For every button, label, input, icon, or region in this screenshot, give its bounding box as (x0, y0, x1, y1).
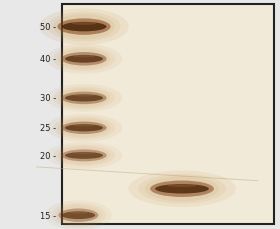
Ellipse shape (55, 205, 101, 226)
Ellipse shape (46, 114, 122, 142)
Ellipse shape (155, 184, 209, 194)
Ellipse shape (53, 15, 115, 40)
Ellipse shape (61, 122, 107, 134)
Ellipse shape (53, 145, 115, 166)
Ellipse shape (73, 153, 95, 154)
Ellipse shape (48, 13, 120, 42)
Ellipse shape (57, 19, 111, 36)
Ellipse shape (61, 92, 107, 105)
Ellipse shape (128, 171, 236, 207)
Ellipse shape (58, 119, 110, 138)
Ellipse shape (58, 89, 110, 108)
Ellipse shape (65, 152, 103, 159)
Ellipse shape (73, 95, 95, 97)
Ellipse shape (53, 117, 115, 139)
Ellipse shape (61, 53, 107, 66)
Ellipse shape (53, 87, 115, 110)
Text: 50 -: 50 - (40, 23, 56, 32)
Ellipse shape (39, 9, 129, 46)
Ellipse shape (145, 177, 219, 201)
Ellipse shape (71, 23, 97, 26)
Ellipse shape (58, 147, 110, 165)
Ellipse shape (46, 85, 122, 112)
Text: 30 -: 30 - (40, 94, 56, 103)
Ellipse shape (62, 211, 95, 219)
Ellipse shape (46, 142, 122, 169)
Text: 20 -: 20 - (40, 151, 56, 160)
Ellipse shape (45, 200, 112, 229)
Ellipse shape (53, 47, 115, 72)
Ellipse shape (73, 56, 95, 58)
Ellipse shape (59, 209, 98, 222)
Ellipse shape (58, 49, 110, 70)
Ellipse shape (65, 95, 103, 102)
Ellipse shape (65, 125, 103, 132)
Text: 40 -: 40 - (40, 55, 56, 64)
Ellipse shape (73, 125, 95, 127)
Ellipse shape (150, 181, 214, 197)
Ellipse shape (61, 150, 107, 162)
Bar (62, 5, 274, 224)
Ellipse shape (65, 56, 103, 63)
Ellipse shape (46, 45, 122, 74)
Ellipse shape (51, 203, 106, 227)
Ellipse shape (138, 174, 226, 204)
Text: 15 -: 15 - (40, 211, 56, 220)
Ellipse shape (167, 184, 197, 187)
Ellipse shape (69, 212, 88, 214)
Text: 25 -: 25 - (40, 124, 56, 133)
Ellipse shape (62, 23, 106, 32)
